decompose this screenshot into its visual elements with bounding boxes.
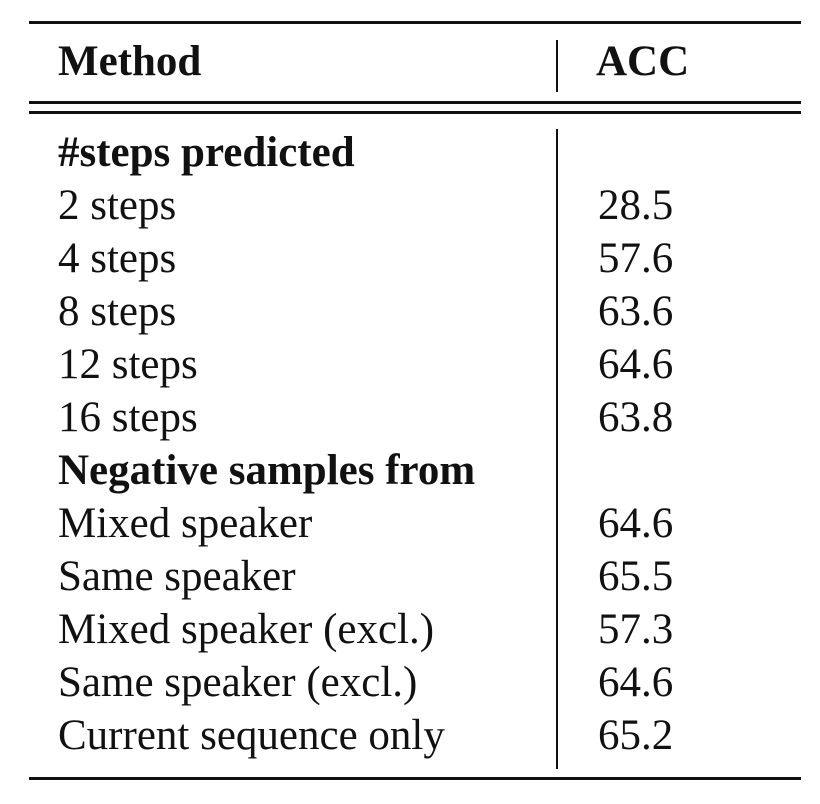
method-cell: 16 steps (58, 394, 198, 441)
table-row: 4 steps 57.6 (29, 232, 801, 285)
section-heading-row: Negative samples from (29, 444, 801, 497)
header-column-divider (556, 40, 558, 92)
table-body: #steps predicted 2 steps 28.5 4 steps 57… (29, 126, 801, 762)
method-cell: 2 steps (58, 182, 177, 229)
top-rule (29, 21, 801, 24)
acc-cell: 64.6 (598, 500, 674, 547)
table-row: 8 steps 63.6 (29, 285, 801, 338)
body-column-divider (556, 129, 558, 769)
method-cell: 4 steps (58, 235, 177, 282)
acc-cell: 57.3 (598, 606, 674, 653)
table-row: 2 steps 28.5 (29, 179, 801, 232)
header-row: Method ACC (29, 34, 801, 90)
section-heading-row: #steps predicted (29, 126, 801, 179)
method-header: Method (58, 38, 202, 85)
acc-cell: 63.8 (598, 394, 674, 441)
acc-cell: 64.6 (598, 341, 674, 388)
method-cell: Same speaker (58, 553, 296, 600)
acc-cell: 64.6 (598, 659, 674, 706)
table-row: 16 steps 63.8 (29, 391, 801, 444)
method-cell: 8 steps (58, 288, 177, 335)
table-row: Same speaker 65.5 (29, 550, 801, 603)
acc-cell: 65.2 (598, 712, 674, 759)
acc-cell: 57.6 (598, 235, 674, 282)
acc-cell: 63.6 (598, 288, 674, 335)
bottom-rule (29, 777, 801, 780)
acc-cell: 28.5 (598, 182, 674, 229)
header-double-rule-upper (29, 101, 801, 104)
table-row: Current sequence only 65.2 (29, 709, 801, 762)
table-row: Same speaker (excl.) 64.6 (29, 656, 801, 709)
section-heading: #steps predicted (58, 129, 355, 176)
section-heading: Negative samples from (58, 447, 476, 494)
table-row: Mixed speaker 64.6 (29, 497, 801, 550)
acc-header: ACC (596, 38, 690, 85)
method-cell: Mixed speaker (excl.) (58, 606, 435, 653)
acc-cell: 65.5 (598, 553, 674, 600)
table-row: 12 steps 64.6 (29, 338, 801, 391)
method-cell: Same speaker (excl.) (58, 659, 418, 706)
header-double-rule-lower (29, 111, 801, 114)
method-cell: Mixed speaker (58, 500, 313, 547)
method-cell: 12 steps (58, 341, 198, 388)
method-cell: Current sequence only (58, 712, 445, 759)
table-row: Mixed speaker (excl.) 57.3 (29, 603, 801, 656)
results-table: Method ACC #steps predicted 2 steps 28.5… (29, 0, 801, 804)
